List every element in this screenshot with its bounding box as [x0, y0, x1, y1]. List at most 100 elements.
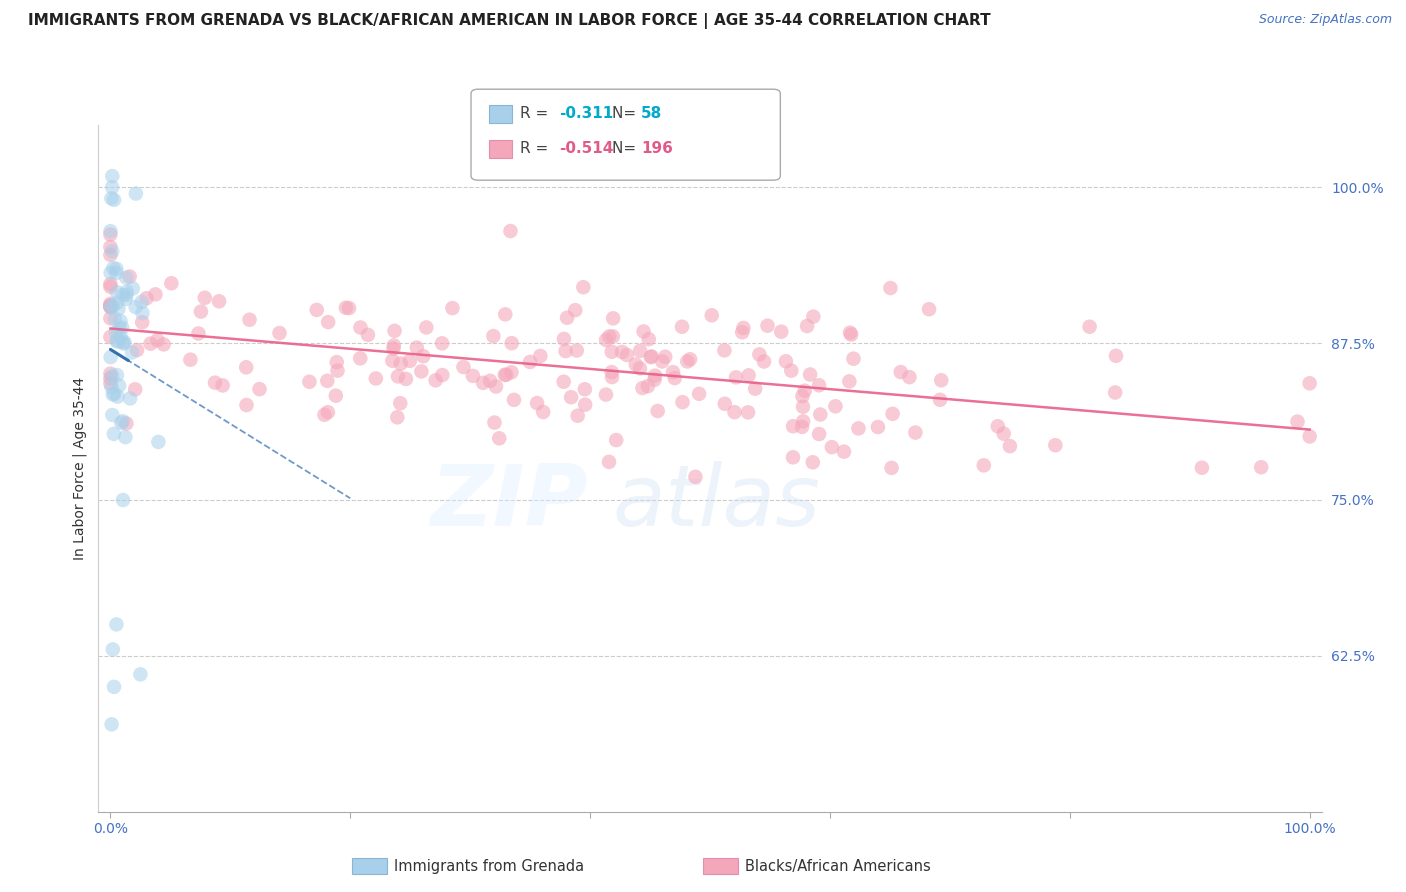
Point	[101, 369, 124, 384]
Point	[120, 392, 142, 406]
Point	[107, 301, 129, 316]
Point	[335, 301, 357, 315]
Point	[389, 396, 412, 410]
Point	[107, 390, 129, 404]
Point	[628, 361, 651, 376]
Text: N=: N=	[612, 142, 641, 156]
Point	[211, 378, 233, 392]
Point	[472, 376, 495, 390]
Point	[637, 379, 659, 393]
Point	[305, 302, 328, 317]
Point	[103, 261, 125, 276]
Point	[484, 416, 506, 430]
Point	[238, 312, 260, 326]
Point	[100, 240, 122, 254]
Point	[565, 343, 588, 358]
Point	[973, 458, 995, 473]
Point	[485, 379, 508, 393]
Point	[808, 427, 831, 442]
Point	[235, 398, 257, 412]
Point	[801, 455, 824, 469]
Point	[679, 352, 702, 367]
Point	[122, 281, 145, 295]
Point	[100, 299, 122, 313]
Point	[100, 311, 122, 326]
Point	[100, 367, 122, 381]
Point	[101, 169, 124, 183]
Point	[1104, 385, 1126, 400]
Point	[616, 348, 638, 362]
Point	[654, 350, 676, 364]
Point	[111, 320, 134, 334]
Point	[160, 277, 183, 291]
Point	[495, 368, 517, 382]
Point	[384, 324, 406, 338]
Point	[526, 396, 548, 410]
Point	[644, 368, 666, 383]
Point	[560, 390, 582, 404]
Point	[131, 315, 153, 329]
Point	[499, 224, 522, 238]
Point	[501, 365, 523, 379]
Point	[792, 414, 814, 428]
Point	[115, 285, 138, 299]
Point	[249, 382, 271, 396]
Point	[124, 382, 146, 396]
Point	[298, 375, 321, 389]
Point	[111, 335, 134, 350]
Point	[600, 370, 623, 384]
Point	[100, 297, 122, 311]
Point	[799, 368, 821, 382]
Point	[488, 431, 510, 445]
Point	[100, 350, 122, 364]
Point	[664, 371, 686, 385]
Point	[179, 352, 201, 367]
Point	[111, 288, 134, 302]
Point	[100, 371, 122, 385]
Text: -0.311: -0.311	[560, 106, 614, 120]
Point	[792, 400, 814, 414]
Point	[103, 680, 125, 694]
Point	[567, 409, 589, 423]
Point	[101, 642, 124, 657]
Point	[808, 408, 831, 422]
Point	[187, 326, 209, 341]
Point	[101, 180, 124, 194]
Point	[235, 360, 257, 375]
Point	[553, 332, 575, 346]
Point	[146, 333, 169, 347]
Point	[430, 336, 453, 351]
Point	[381, 353, 404, 368]
Point	[115, 270, 138, 285]
Point	[364, 371, 387, 385]
Point	[808, 378, 831, 392]
Point	[637, 332, 659, 346]
Point	[125, 343, 148, 357]
Point	[790, 420, 813, 434]
Text: 196: 196	[641, 142, 673, 156]
Point	[1250, 460, 1272, 475]
Point	[688, 386, 710, 401]
Point	[775, 354, 797, 368]
Point	[432, 368, 454, 382]
Point	[554, 344, 576, 359]
Point	[131, 294, 153, 309]
Point	[194, 291, 217, 305]
Point	[111, 414, 134, 428]
Point	[651, 354, 673, 368]
Point	[529, 349, 551, 363]
Point	[101, 408, 124, 422]
Point	[337, 301, 360, 315]
Point	[662, 365, 685, 379]
Point	[1298, 429, 1320, 443]
Point	[100, 301, 122, 315]
Point	[782, 450, 804, 465]
Point	[118, 269, 141, 284]
Point	[111, 493, 134, 508]
Point	[824, 400, 846, 414]
Point	[792, 389, 814, 403]
Point	[103, 386, 125, 401]
Point	[100, 380, 122, 394]
Point	[107, 334, 129, 349]
Point	[100, 717, 122, 731]
